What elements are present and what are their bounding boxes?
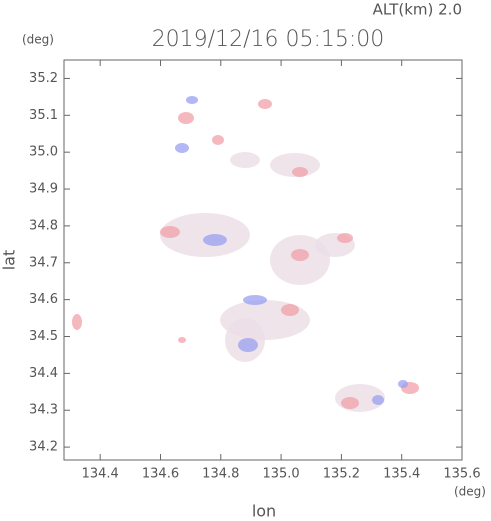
y-tick-label: 34.5 [29, 329, 58, 344]
y-tick-label: 35.1 [29, 108, 58, 123]
y-tick-label: 34.4 [29, 366, 58, 381]
y-tick-label: 34.8 [29, 218, 58, 233]
x-tick-label: 135.6 [443, 467, 480, 482]
x-tick-label: 134.4 [82, 467, 119, 482]
echoes [72, 96, 419, 412]
x-tick-label: 134.8 [202, 467, 239, 482]
y-tick-label: 35.2 [29, 71, 58, 86]
x-tick-label: 135.0 [262, 467, 299, 482]
y-tick-label: 34.7 [29, 255, 58, 270]
plot-frame [63, 59, 463, 461]
x-unit: (deg) [454, 485, 486, 499]
x-tick-label: 135.4 [383, 467, 420, 482]
y-tick-label: 34.3 [29, 403, 58, 418]
y-unit: (deg) [22, 33, 54, 47]
y-tick-label: 34.6 [29, 292, 58, 307]
chart-title: 2019/12/16 05:15:00 [152, 27, 385, 52]
x-tick-label: 134.6 [142, 467, 179, 482]
chart-subtitle: ALT(km) 2.0 [373, 1, 462, 19]
y-tick-label: 34.9 [29, 182, 58, 197]
y-tick-label: 35.0 [29, 145, 58, 160]
x-tick-label: 135.2 [323, 467, 360, 482]
y-tick-label: 34.2 [29, 440, 58, 455]
y-axis-label: lat [0, 250, 19, 271]
x-axis-label: lon [252, 502, 276, 521]
